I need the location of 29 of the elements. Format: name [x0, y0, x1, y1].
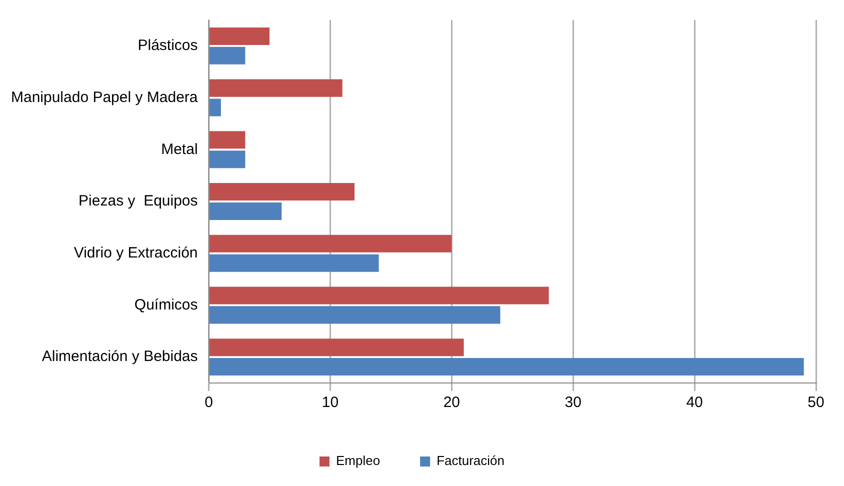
bar: [210, 46, 246, 64]
x-tick-label: 0: [204, 394, 213, 412]
y-tick-label: Vidrio y Extracción: [74, 244, 198, 262]
y-tick-label: Alimentación y Bebidas: [42, 348, 198, 366]
bar: [210, 306, 500, 324]
bar: [210, 131, 246, 149]
x-tick-label: 50: [808, 394, 824, 412]
x-tick-label: 30: [564, 394, 582, 412]
legend-label: Empleo: [336, 453, 380, 468]
y-tick-label: Metal: [161, 140, 198, 158]
x-tick-label: 20: [443, 394, 460, 412]
bar: [210, 202, 282, 220]
bar: [210, 98, 221, 116]
y-tick-label: Manipulado Papel y Madera: [10, 88, 198, 106]
y-tick-label: Piezas y Equipos: [78, 192, 198, 210]
y-tick-label: Químicos: [134, 296, 198, 314]
bar: [210, 183, 355, 201]
x-tick-label: 40: [686, 394, 703, 412]
legend-label: Facturación: [436, 453, 504, 468]
bar: [210, 150, 246, 168]
bar: [210, 286, 549, 304]
x-tick-label: 10: [322, 394, 339, 412]
bar: [210, 79, 342, 97]
bar: [210, 27, 270, 45]
y-tick-label: Plásticos: [138, 37, 198, 54]
bar: [210, 234, 452, 252]
bar: [210, 358, 804, 376]
bar: [210, 254, 379, 272]
bar: [210, 338, 464, 356]
